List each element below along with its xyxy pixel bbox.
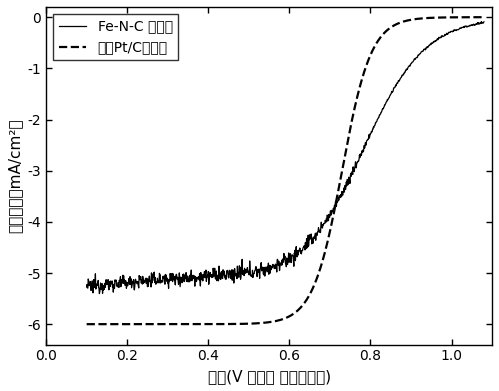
Line: Fe-N-C 傅化剂: Fe-N-C 傅化剂 — [87, 22, 484, 294]
Fe-N-C 傅化剂 — [401, 71, 407, 76]
Fe-N-C 傅化剂 — [479, 20, 485, 24]
Fe-N-C 傅化剂 — [357, 155, 363, 160]
商业Pt/C傅化剂 — [481, 15, 487, 20]
X-axis label: 电位(V 相对于 可逆氢电极): 电位(V 相对于 可逆氢电极) — [208, 369, 331, 384]
Fe-N-C 傅化剂 — [96, 291, 102, 296]
Line: 商业Pt/C傅化剂: 商业Pt/C傅化剂 — [87, 17, 484, 324]
商业Pt/C傅化剂 — [334, 197, 340, 202]
商业Pt/C傅化剂 — [370, 47, 376, 51]
Legend: Fe-N-C 傅化剂, 商业Pt/C傅化剂: Fe-N-C 傅化剂, 商业Pt/C傅化剂 — [53, 14, 178, 60]
商业Pt/C傅化剂 — [241, 321, 247, 326]
Fe-N-C 傅化剂 — [245, 268, 250, 273]
商业Pt/C傅化剂 — [213, 322, 219, 326]
商业Pt/C傅化剂 — [131, 322, 137, 326]
Fe-N-C 傅化剂 — [481, 20, 487, 24]
Fe-N-C 傅化剂 — [394, 81, 400, 86]
Fe-N-C 傅化剂 — [84, 285, 90, 289]
商业Pt/C傅化剂 — [84, 322, 90, 326]
Fe-N-C 傅化剂 — [125, 283, 131, 288]
Y-axis label: 电流密度（mA/cm²）: 电流密度（mA/cm²） — [7, 118, 22, 233]
Fe-N-C 傅化剂 — [259, 265, 265, 269]
商业Pt/C傅化剂 — [372, 43, 378, 47]
